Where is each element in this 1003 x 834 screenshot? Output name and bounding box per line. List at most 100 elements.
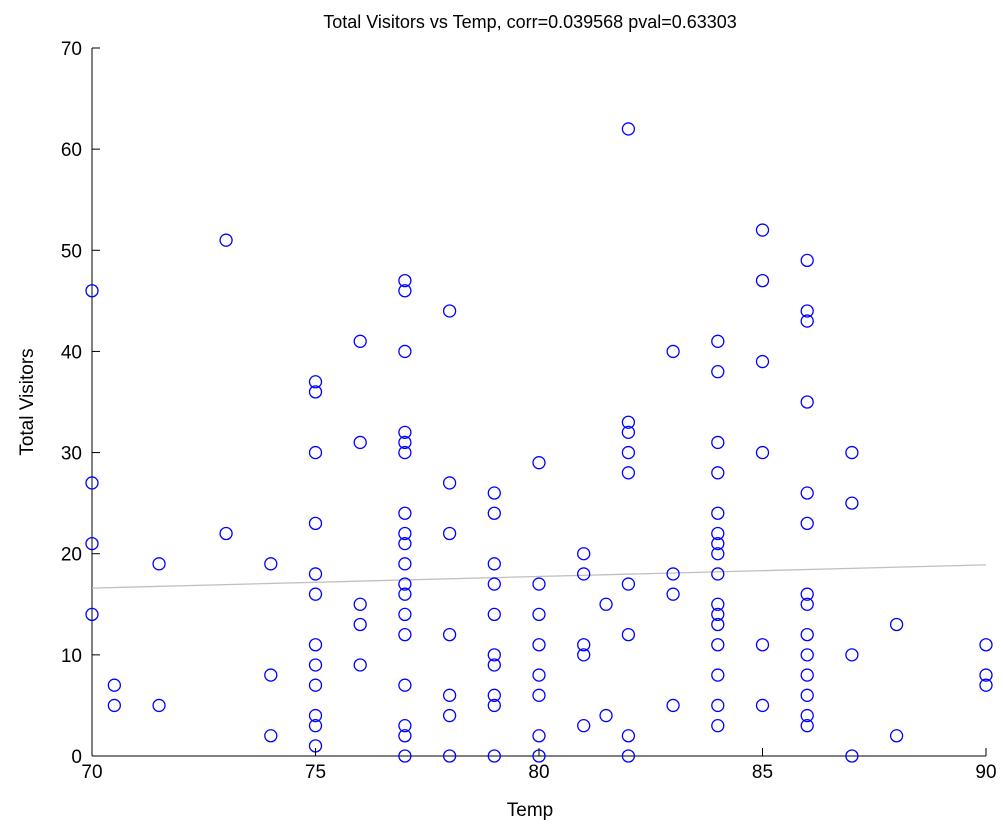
data-point [845,648,859,662]
data-point [264,668,278,682]
data-point [85,476,99,490]
data-point [532,577,546,591]
data-point [353,617,367,632]
data-point [398,557,412,571]
fit-line [91,564,987,589]
data-point [711,435,725,450]
data-point [621,415,636,429]
y-tick-label: 50 [61,241,82,262]
data-point [398,577,412,591]
data-point [85,536,99,551]
data-point [666,567,680,581]
data-point [666,344,680,359]
data-points [85,122,993,763]
data-point [398,536,412,551]
data-point [532,456,546,470]
data-point [398,729,412,743]
data-point [85,607,99,622]
data-point [487,607,501,622]
data-point [308,719,323,733]
data-point [755,354,770,369]
data-point [308,638,323,652]
data-point [755,273,770,288]
data-point [442,688,457,702]
data-point [577,567,591,581]
plot-axes [91,48,986,757]
data-point [889,729,904,743]
data-point [398,445,412,460]
data-point [755,698,770,713]
data-point [308,445,323,460]
fit-line-layer [91,564,987,589]
data-point [264,729,278,743]
y-tick-label: 20 [61,545,82,566]
x-axis-label: Temp [507,800,553,821]
data-point [532,607,546,622]
data-point [487,486,501,500]
data-point [577,719,591,733]
data-point [711,607,725,622]
data-point [711,365,725,379]
data-point [621,445,636,460]
data-point [666,698,680,713]
data-point [353,658,367,672]
data-point [599,708,613,723]
data-point [487,688,501,702]
data-point [353,597,367,611]
data-point [532,668,546,682]
data-point [577,547,591,561]
data-point [442,476,457,490]
data-point [442,526,457,541]
data-point [487,658,501,672]
data-point [398,749,412,763]
data-point [398,678,412,692]
data-point [577,638,591,652]
data-point [800,587,814,601]
data-point [711,698,725,713]
data-point [800,708,814,723]
data-point [711,719,725,733]
data-point [487,577,501,591]
data-point [621,577,636,591]
data-point [308,516,323,531]
y-tick-label: 30 [61,444,82,465]
data-point [800,253,814,268]
data-point [487,557,501,571]
data-point [889,617,904,632]
data-point [398,273,412,288]
data-point [219,233,233,247]
data-point [845,496,859,510]
data-point [487,506,501,520]
data-point [308,567,323,581]
data-point [711,334,725,348]
data-point [845,445,859,460]
data-point [711,547,725,561]
data-point [800,314,814,328]
data-point [979,678,993,692]
x-tick-label: 80 [528,762,549,783]
data-point [711,617,725,632]
data-point [442,749,457,763]
data-point [621,627,636,642]
y-tick-label: 0 [71,747,82,768]
data-point [621,729,636,743]
data-point [107,698,121,713]
data-point [487,648,501,662]
data-point [711,638,725,652]
data-point [711,506,725,520]
data-point [353,334,367,348]
x-tick-label: 90 [975,762,996,783]
chart-title: Total Visitors vs Temp, corr=0.039568 pv… [323,12,737,32]
data-point [353,435,367,450]
data-point [442,627,457,642]
data-point [755,223,770,237]
data-point [845,749,859,763]
data-point [800,597,814,611]
data-point [979,638,993,652]
data-point [532,638,546,652]
y-tick-label: 40 [61,342,82,363]
x-tick-label: 70 [81,762,102,783]
data-point [308,587,323,601]
data-point [398,506,412,520]
